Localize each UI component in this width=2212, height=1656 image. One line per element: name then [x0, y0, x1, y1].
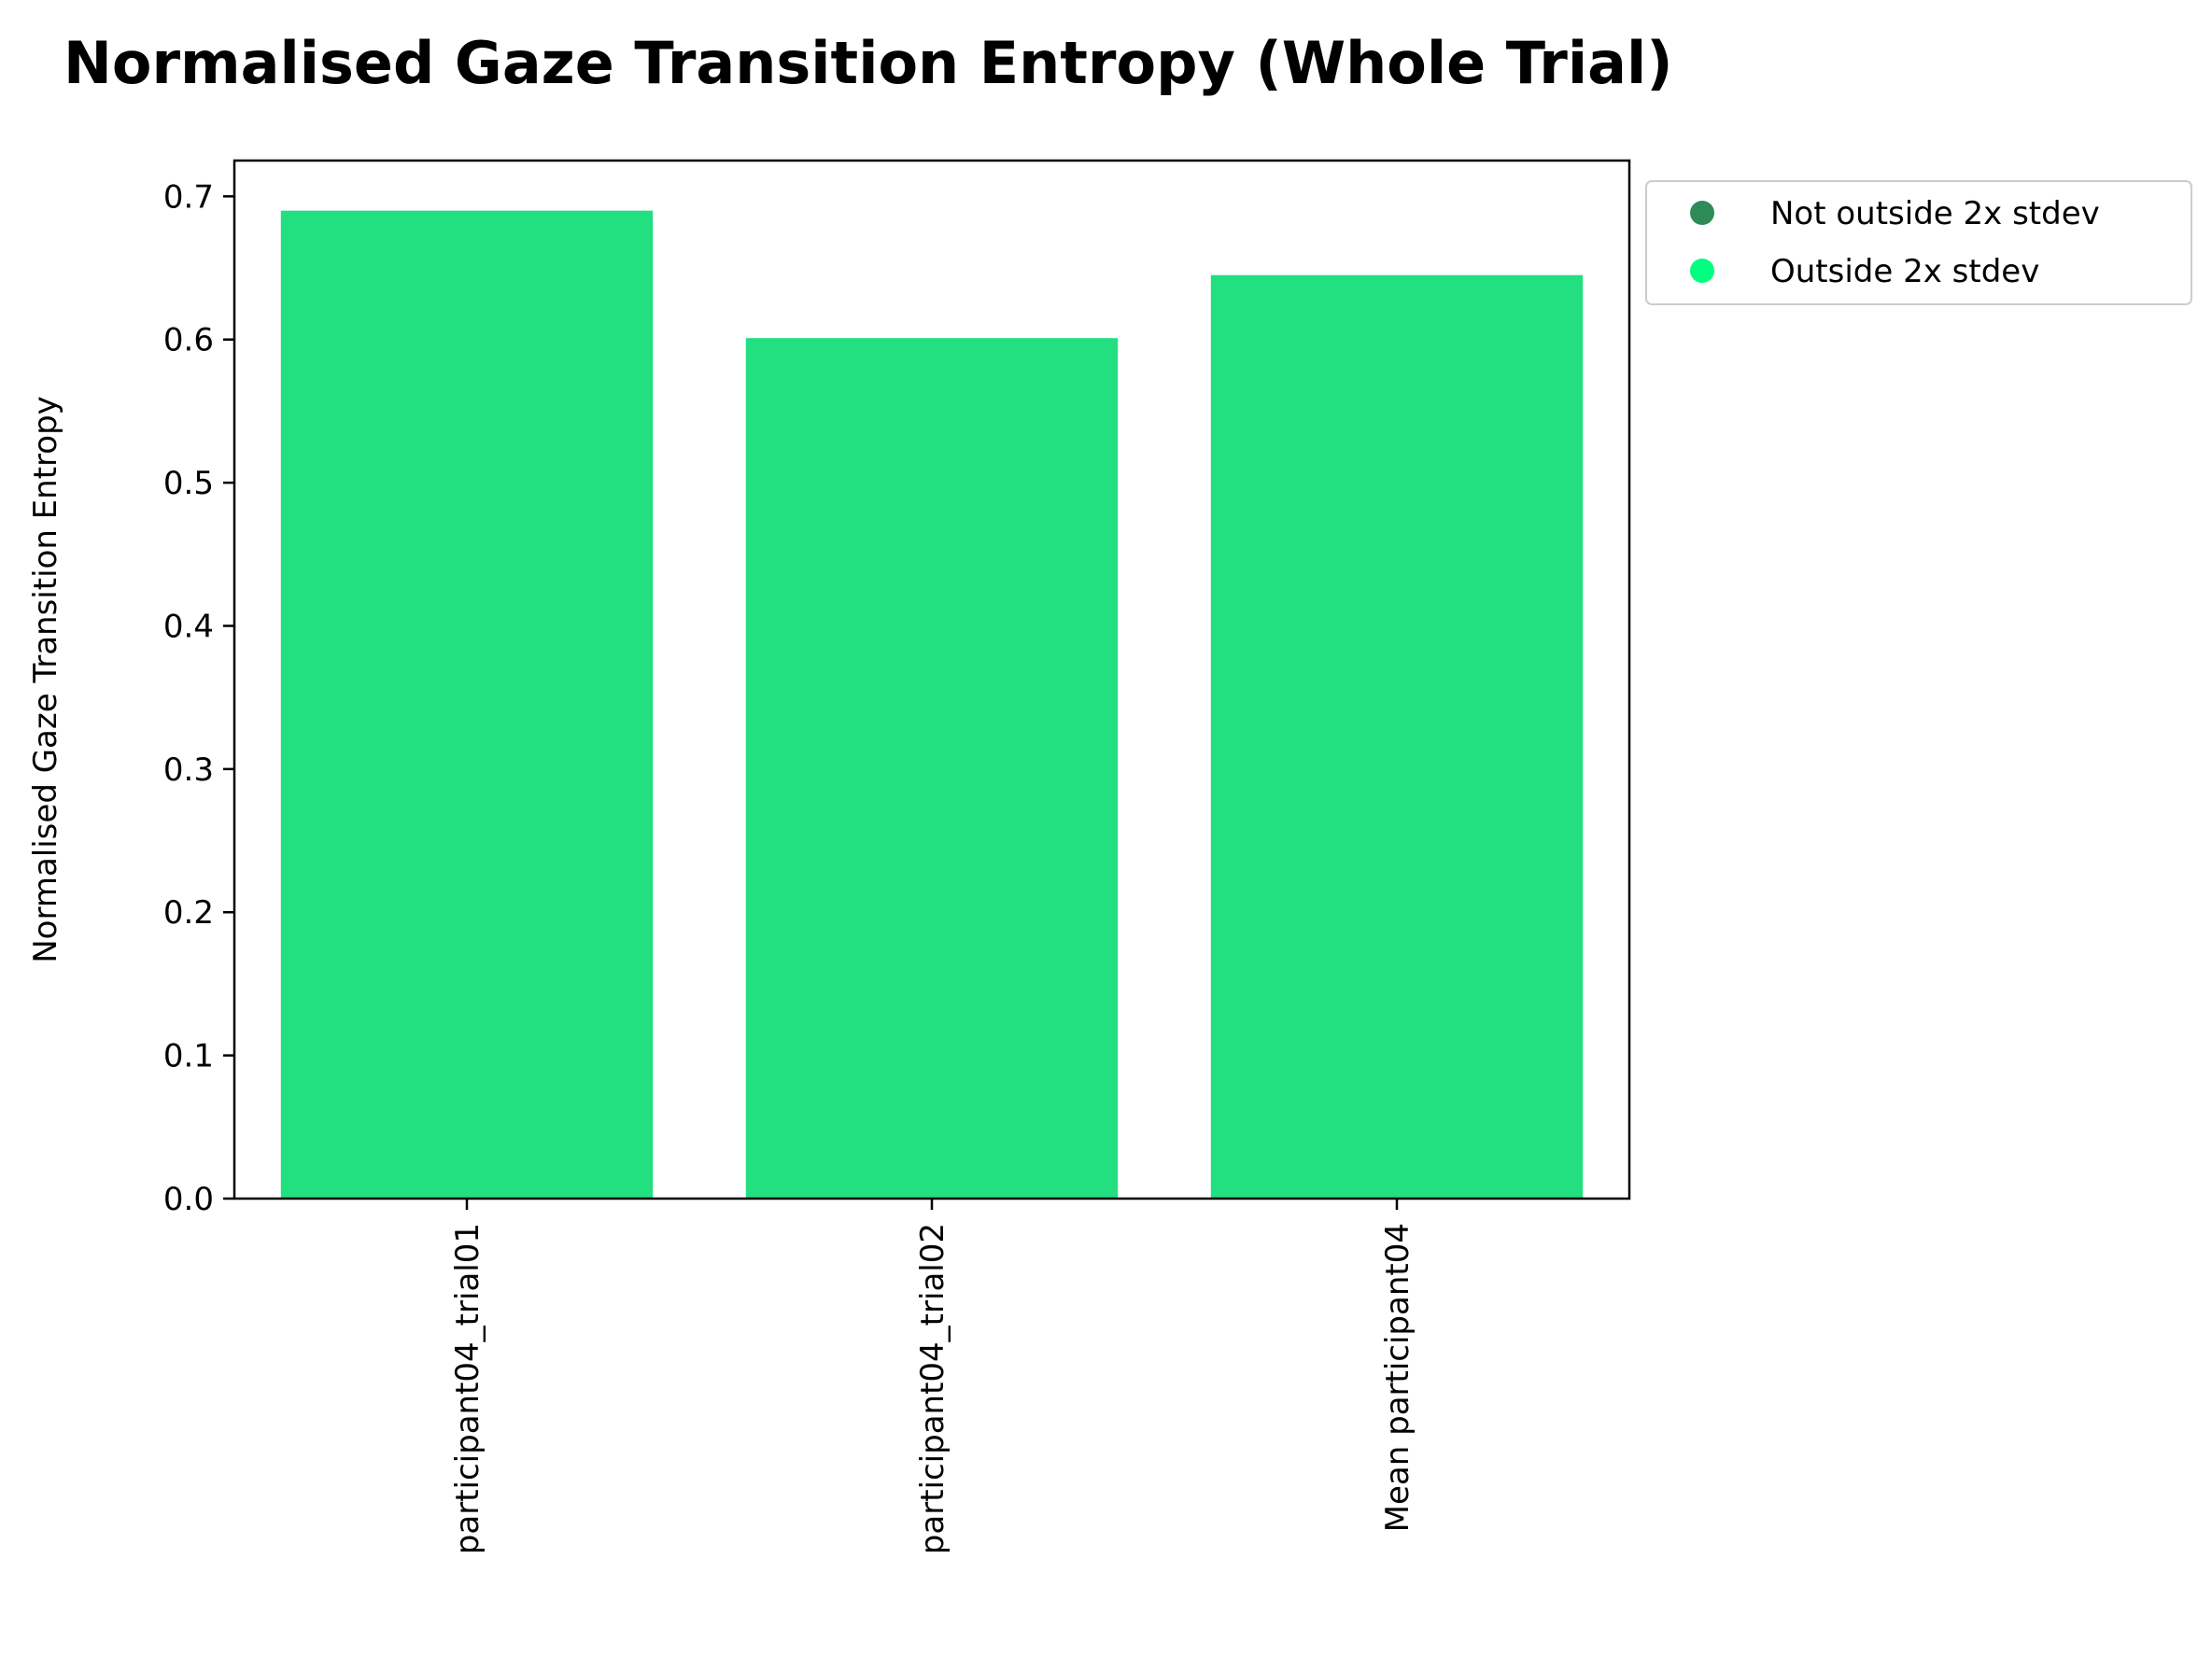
y-tick-label: 0.1: [163, 1038, 214, 1075]
x-tick-label: participant04_trial01: [449, 1223, 486, 1554]
chart-title: Normalised Gaze Transition Entropy (Whol…: [63, 29, 1673, 97]
y-tick-label: 0.7: [163, 178, 214, 216]
legend-label: Outside 2x stdev: [1770, 253, 2039, 290]
legend: Not outside 2x stdev Outside 2x stdev: [1645, 180, 2192, 305]
y-axis-ticks: 0.0 0.1 0.2 0.3 0.4 0.5 0.6 0.7: [163, 178, 234, 1218]
bar-2: [745, 338, 1119, 1200]
x-axis-ticks: participant04_trial01 participant04_trial…: [449, 1199, 1416, 1554]
x-tick-label: participant04_trial02: [914, 1223, 951, 1554]
y-axis-label: Normalised Gaze Transition Entropy: [27, 396, 64, 963]
plot-frame: [232, 159, 1631, 1200]
legend-label: Not outside 2x stdev: [1770, 195, 2100, 232]
y-tick-label: 0.4: [163, 608, 214, 645]
y-tick-label: 0.2: [163, 894, 214, 932]
legend-marker: [1690, 201, 1714, 225]
legend-marker: [1690, 259, 1714, 283]
y-tick-label: 0.3: [163, 751, 214, 789]
x-tick-label: Mean participant04: [1379, 1223, 1416, 1532]
bars: [280, 210, 1584, 1200]
y-tick-label: 0.6: [163, 322, 214, 359]
legend-frame: [1645, 180, 2192, 305]
bar-3: [1210, 274, 1584, 1199]
y-tick-label: 0.0: [163, 1181, 214, 1218]
bar-1: [280, 210, 654, 1200]
y-tick-label: 0.5: [163, 465, 214, 502]
